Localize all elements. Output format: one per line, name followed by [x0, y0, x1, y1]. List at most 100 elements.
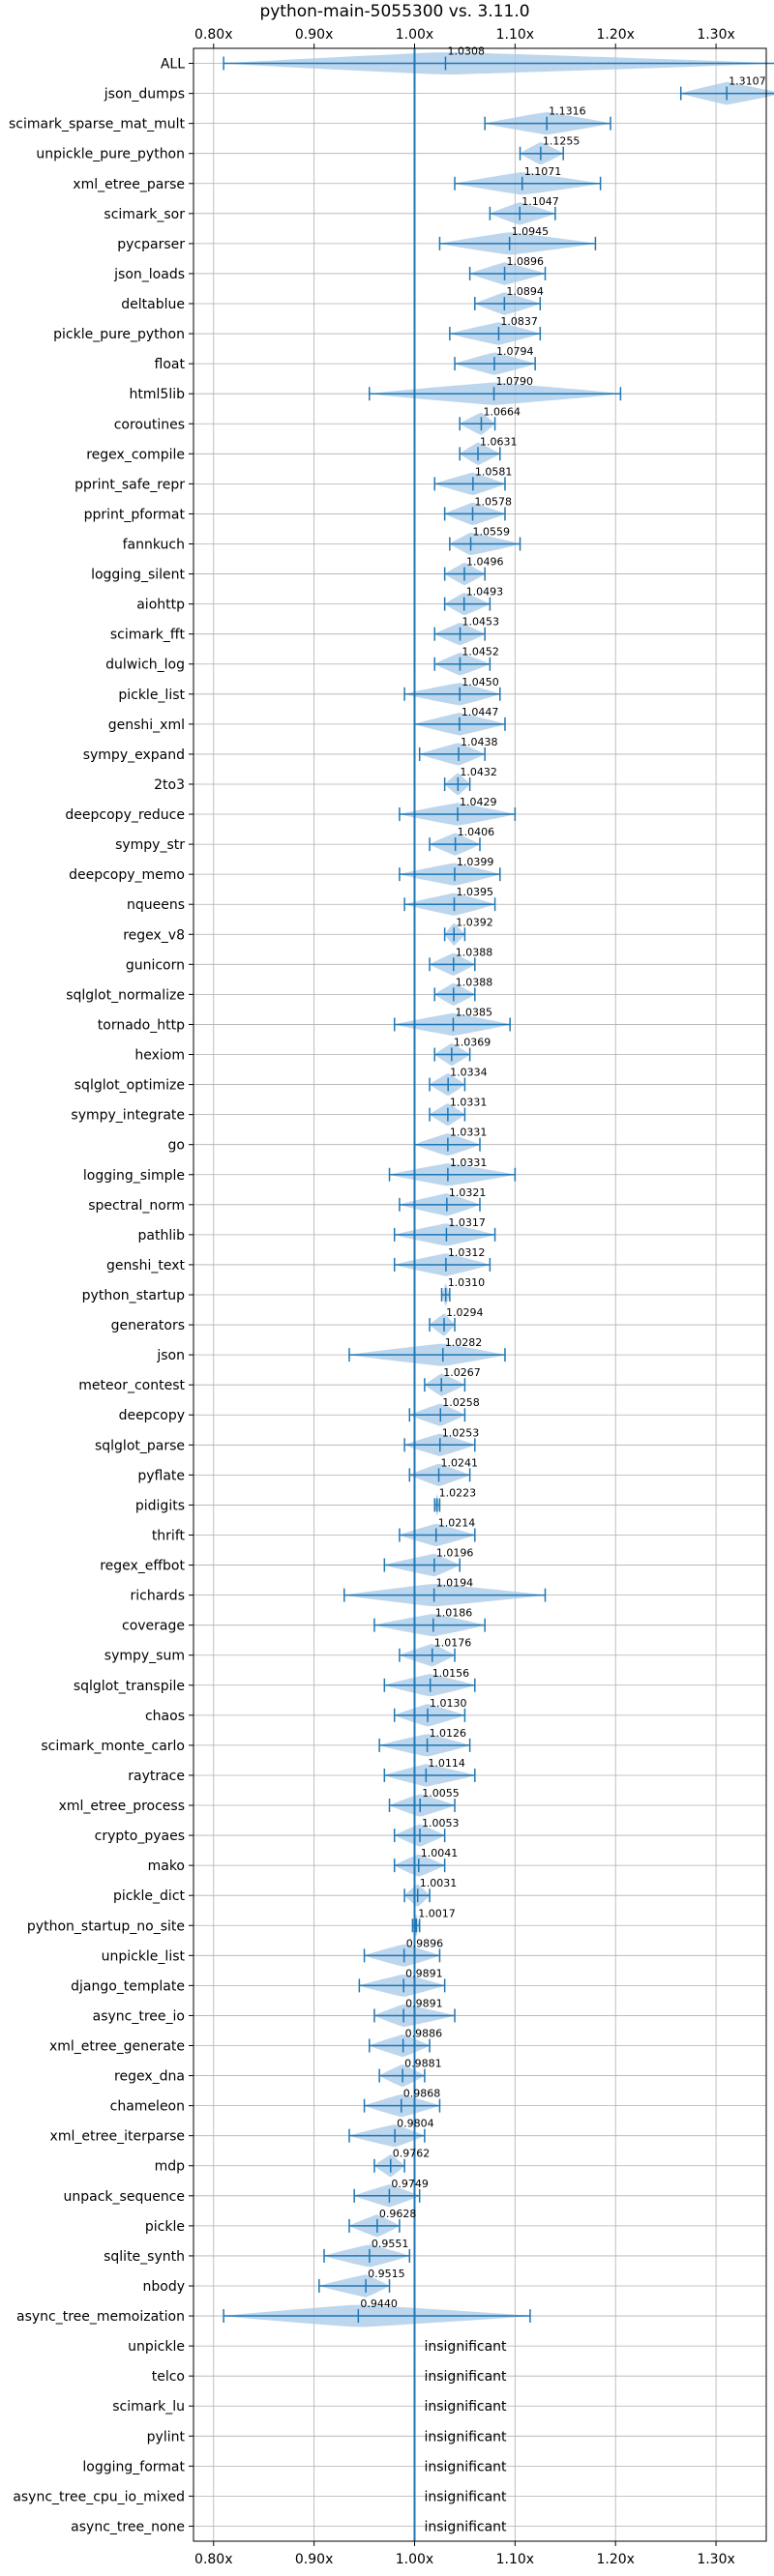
benchmark-label: scimark_fft	[110, 628, 186, 643]
insignificant-label: insignificant	[424, 2459, 507, 2474]
value-label: 1.0453	[462, 616, 500, 629]
value-label: 0.9891	[405, 1967, 443, 1979]
value-label: 1.0282	[445, 1336, 483, 1349]
benchmark-label: regex_effbot	[100, 1559, 185, 1574]
value-label: 1.0253	[442, 1426, 480, 1439]
benchmark-label: sqlite_synth	[104, 2249, 185, 2265]
benchmark-label: json_loads	[113, 267, 185, 282]
value-label: 1.0223	[439, 1486, 477, 1499]
value-label: 1.0186	[435, 1607, 473, 1620]
benchmark-label: ALL	[161, 57, 185, 73]
value-label: 1.0493	[466, 586, 504, 599]
value-label: 1.0055	[422, 1787, 460, 1800]
value-label: 1.0331	[450, 1097, 488, 1109]
benchmark-label: regex_v8	[123, 927, 185, 943]
benchmark-label: genshi_xml	[108, 717, 185, 733]
benchmark-label: scimark_monte_carlo	[41, 1739, 185, 1754]
benchmark-label: python_startup	[82, 1288, 185, 1303]
insignificant-label: insignificant	[424, 2399, 507, 2415]
benchmark-label: meteor_contest	[78, 1378, 185, 1393]
benchmark-label: logging_format	[82, 2459, 185, 2474]
value-label: 0.9896	[406, 1937, 444, 1949]
benchmark-label: scimark_lu	[112, 2399, 185, 2415]
value-label: 0.9891	[405, 1997, 443, 2009]
benchmark-label: async_tree_none	[71, 2519, 185, 2534]
benchmark-label: xml_etree_generate	[49, 2039, 185, 2055]
benchmark-label: thrift	[152, 1528, 186, 1543]
value-label: 1.0310	[448, 1276, 486, 1289]
benchmark-label: pyflate	[137, 1468, 185, 1483]
value-label: 1.0317	[448, 1216, 486, 1229]
value-label: 1.0631	[480, 435, 518, 448]
insignificant-label: insignificant	[424, 2369, 507, 2385]
benchmark-label: json	[156, 1348, 185, 1363]
benchmark-label: scimark_sor	[104, 207, 185, 222]
value-label: 1.0581	[475, 465, 513, 478]
value-label: 1.0130	[430, 1697, 467, 1710]
benchmark-label: raytrace	[128, 1769, 185, 1784]
benchmark-label: hexiom	[134, 1048, 185, 1064]
benchmark-label: mako	[148, 1859, 185, 1874]
value-label: 1.0294	[446, 1306, 484, 1319]
benchmark-label: generators	[111, 1318, 185, 1333]
value-label: 1.0447	[461, 706, 499, 718]
benchmark-label: regex_dna	[114, 2069, 185, 2085]
value-label: 1.3107	[729, 75, 766, 88]
benchmark-label: spectral_norm	[88, 1198, 185, 1214]
benchmark-label: 2to3	[154, 777, 185, 793]
benchmark-label: logging_simple	[83, 1168, 185, 1184]
x-tick-label-bottom: 1.30x	[697, 2552, 734, 2567]
x-tick-label-bottom: 0.90x	[295, 2552, 333, 2567]
benchmark-label: unpickle_list	[102, 1948, 186, 1964]
benchmark-label: deltablue	[121, 297, 185, 312]
benchmark-label: crypto_pyaes	[95, 1829, 185, 1844]
value-label: 0.9440	[360, 2298, 398, 2310]
benchmark-label: deepcopy_reduce	[65, 807, 185, 823]
benchmark-label: richards	[131, 1589, 186, 1604]
benchmark-label: sqlglot_transpile	[74, 1679, 185, 1694]
value-label: 1.0790	[496, 375, 534, 388]
value-label: 1.0894	[506, 285, 544, 298]
value-label: 1.0395	[457, 886, 494, 898]
x-tick-label-top: 0.90x	[295, 27, 333, 43]
benchmark-label: logging_silent	[91, 568, 185, 583]
benchmark-label: deepcopy_memo	[69, 867, 185, 883]
value-label: 1.0331	[450, 1156, 488, 1169]
value-label: 0.9551	[372, 2238, 409, 2250]
x-tick-label-top: 1.20x	[596, 27, 634, 43]
value-label: 1.0385	[455, 1006, 492, 1018]
benchmark-label: unpickle	[128, 2339, 185, 2355]
benchmark-label: pickle_pure_python	[53, 327, 185, 342]
benchmark-label: gunicorn	[126, 957, 185, 973]
x-tick-label-top: 1.00x	[396, 27, 433, 43]
benchmark-label: nqueens	[127, 897, 185, 913]
x-tick-label-bottom: 1.00x	[396, 2552, 433, 2567]
value-label: 1.0214	[438, 1516, 476, 1529]
value-label: 1.0392	[456, 916, 493, 928]
benchmark-label: pidigits	[135, 1498, 185, 1513]
benchmark-label: go	[168, 1138, 185, 1154]
value-label: 1.1047	[521, 195, 559, 208]
x-tick-label-bottom: 1.20x	[596, 2552, 634, 2567]
value-label: 1.0388	[456, 946, 493, 958]
value-label: 1.0388	[456, 976, 493, 988]
benchmark-label: fannkuch	[123, 537, 185, 552]
benchmark-label: pprint_safe_repr	[74, 477, 185, 492]
benchmark-label: xml_etree_iterparse	[50, 2129, 185, 2145]
value-label: 1.1255	[543, 135, 580, 148]
value-label: 1.0452	[461, 646, 499, 659]
value-label: 1.0369	[454, 1037, 491, 1049]
value-label: 1.0312	[448, 1246, 486, 1259]
benchmark-label: coroutines	[114, 417, 185, 432]
value-label: 1.0241	[441, 1456, 479, 1469]
value-label: 0.9762	[393, 2148, 431, 2160]
value-label: 1.0578	[475, 495, 513, 508]
value-label: 1.0031	[420, 1877, 458, 1889]
value-label: 1.0308	[447, 45, 485, 58]
benchmark-label: unpack_sequence	[64, 2189, 185, 2205]
x-tick-label-bottom: 1.10x	[496, 2552, 534, 2567]
benchmark-label: genshi_text	[106, 1258, 186, 1273]
insignificant-label: insignificant	[424, 2519, 507, 2534]
benchmark-label: pickle_dict	[113, 1888, 186, 1904]
